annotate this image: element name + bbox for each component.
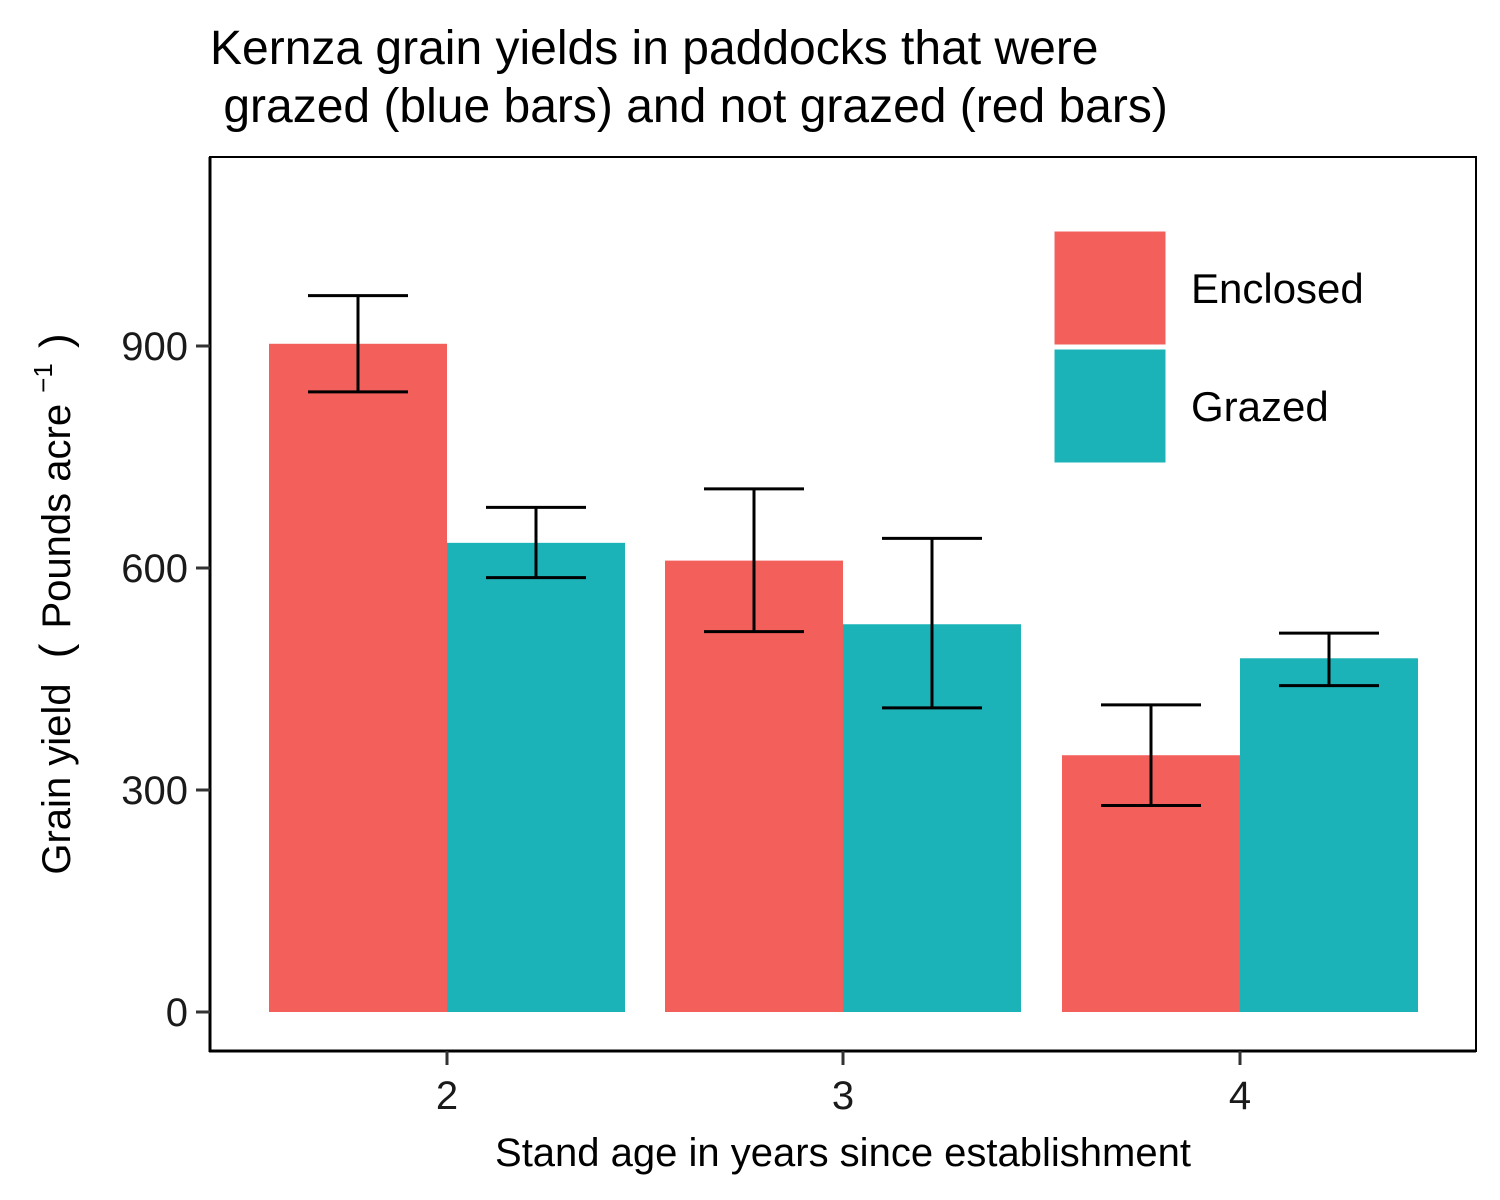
y-axis-title-unit-exponent: −1 (28, 363, 58, 393)
y-axis-title-close-paren: ) (31, 333, 80, 348)
y-axis-title: Grain yield ( Pounds acre −1 ) (17, 333, 80, 874)
y-tick-label-600: 600 (121, 547, 188, 591)
y-tick-label-0: 0 (166, 991, 188, 1035)
legend: Enclosed Grazed (1051, 228, 1364, 466)
x-tick-label-2: 2 (436, 1074, 458, 1118)
y-axis-title-main: Grain yield (35, 683, 79, 874)
error-bars-layer (308, 294, 1379, 808)
bar-grazed-4 (1240, 658, 1418, 1012)
bar-grazed-2 (447, 542, 625, 1012)
error-bar-grazed-4 (1279, 631, 1379, 688)
bar-enclosed-3 (665, 560, 843, 1012)
legend-label-enclosed: Enclosed (1191, 265, 1364, 312)
y-tick-label-900: 900 (121, 325, 188, 369)
error-bar-enclosed-4 (1101, 703, 1201, 808)
chart-title-line-1: Kernza grain yields in paddocks that wer… (210, 22, 1099, 75)
y-axis-title-unit: Pounds acre (35, 404, 79, 629)
legend-label-grazed: Grazed (1191, 383, 1329, 430)
legend-key-enclosed (1051, 228, 1169, 348)
legend-key-grazed (1051, 346, 1169, 466)
x-axis-title: Stand age in years since establishment (495, 1131, 1191, 1175)
y-tick-label-300: 300 (121, 769, 188, 813)
x-tick-label-3: 3 (832, 1074, 854, 1118)
bar-enclosed-2 (269, 343, 447, 1012)
chart-title-line-2: grazed (blue bars) and not grazed (red b… (210, 80, 1168, 133)
error-bar-grazed-2 (486, 505, 586, 580)
bars-layer (269, 343, 1418, 1012)
x-tick-label-4: 4 (1229, 1074, 1251, 1118)
error-bar-enclosed-3 (704, 487, 804, 634)
y-axis-title-open-paren: ( (31, 643, 80, 658)
y-axis-ticks: 0 300 600 900 (121, 325, 210, 1035)
error-bar-grazed-3 (882, 536, 982, 710)
x-axis-ticks: 2 3 4 (436, 1051, 1251, 1118)
error-bar-enclosed-2 (308, 294, 408, 394)
